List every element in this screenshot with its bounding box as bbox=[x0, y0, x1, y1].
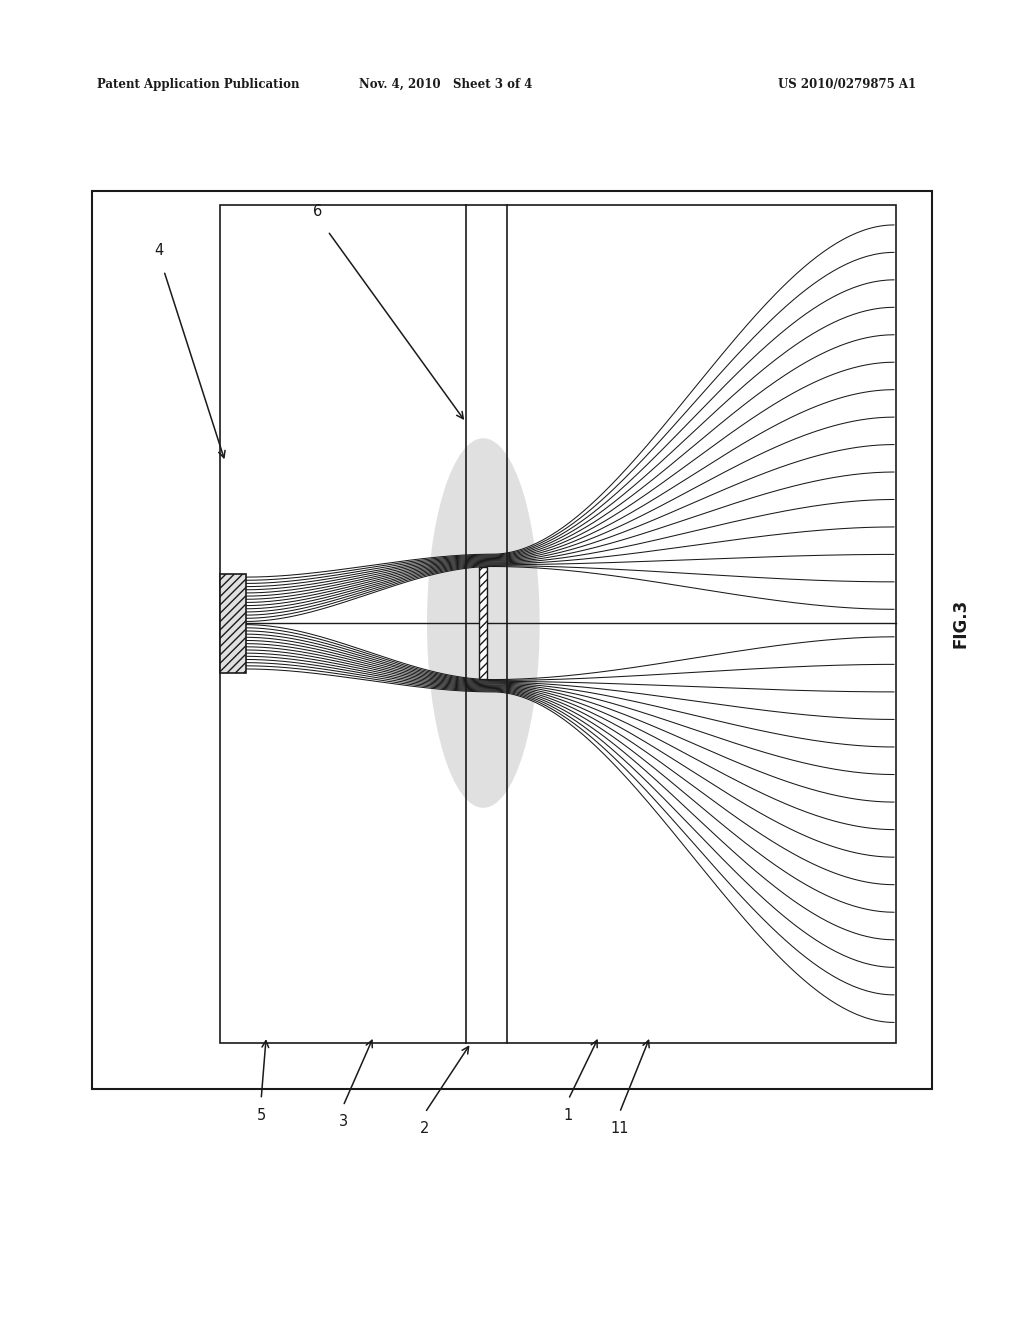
Text: 3: 3 bbox=[339, 1114, 347, 1130]
Text: 11: 11 bbox=[610, 1121, 629, 1137]
Text: Nov. 4, 2010   Sheet 3 of 4: Nov. 4, 2010 Sheet 3 of 4 bbox=[358, 78, 532, 91]
Bar bbox=[479, 568, 487, 678]
Ellipse shape bbox=[427, 438, 540, 808]
Text: 6: 6 bbox=[312, 203, 323, 219]
Bar bbox=[479, 568, 487, 678]
Bar bbox=[220, 573, 246, 672]
Bar bbox=[220, 205, 896, 1043]
Text: 4: 4 bbox=[154, 243, 164, 259]
Text: 5: 5 bbox=[256, 1107, 266, 1123]
Text: Patent Application Publication: Patent Application Publication bbox=[97, 78, 300, 91]
Bar bbox=[92, 191, 932, 1089]
Text: FIG.3: FIG.3 bbox=[951, 598, 970, 648]
Text: US 2010/0279875 A1: US 2010/0279875 A1 bbox=[778, 78, 916, 91]
Text: 2: 2 bbox=[420, 1121, 430, 1137]
Text: 1: 1 bbox=[563, 1107, 573, 1123]
Bar bbox=[220, 573, 246, 672]
